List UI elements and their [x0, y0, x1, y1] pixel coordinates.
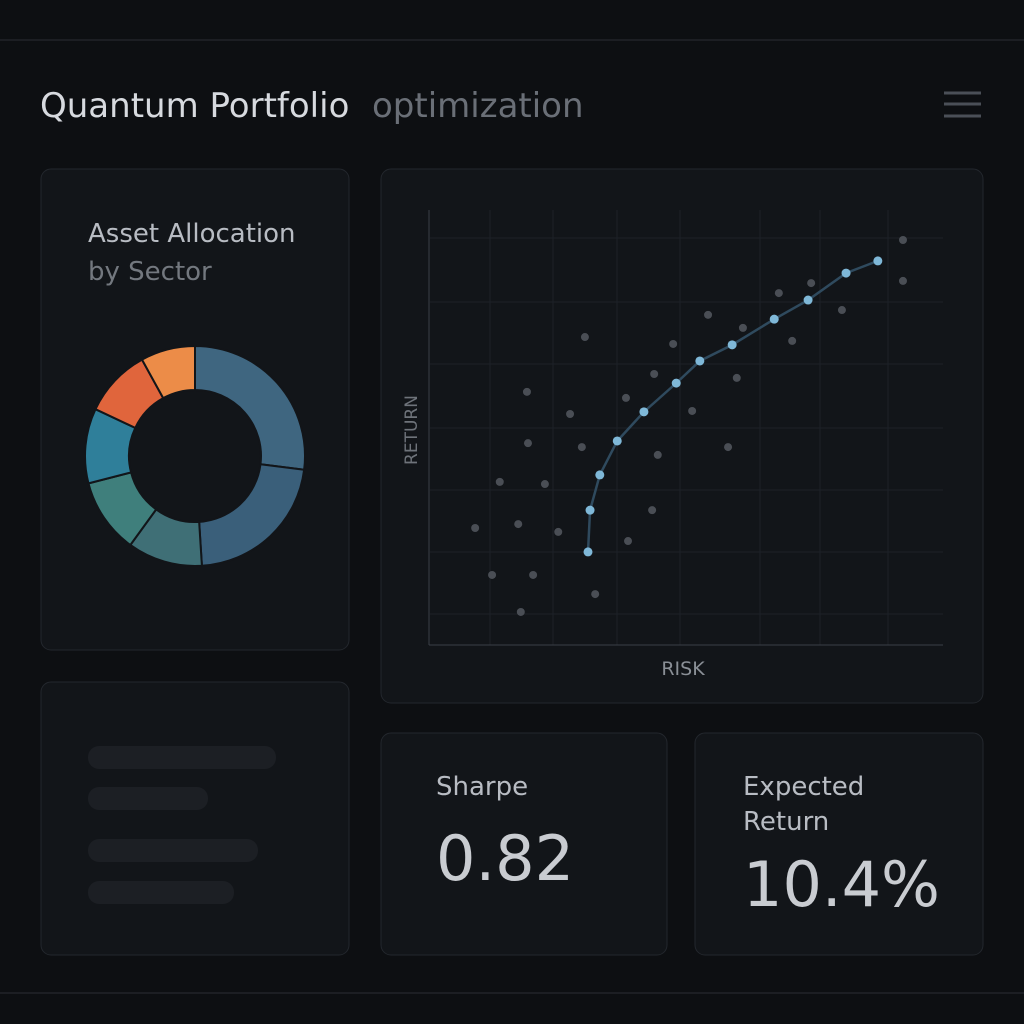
scatter-point: [639, 407, 649, 417]
scatter-point: [580, 333, 589, 342]
skeleton-line: [88, 839, 258, 862]
skeleton-line: [88, 746, 276, 769]
scatter-point: [583, 547, 593, 557]
x-axis-label: RISK: [661, 658, 705, 680]
scatter-point: [688, 406, 697, 415]
scatter-point: [612, 436, 622, 446]
scatter-point: [653, 450, 662, 459]
pie-title: Asset Allocation: [88, 219, 296, 249]
scatter-point: [669, 339, 678, 348]
scatter-point: [471, 523, 480, 532]
scatter-point: [495, 477, 504, 486]
y-axis-label: RETURN: [402, 395, 422, 465]
grid: [430, 210, 943, 645]
scatter-point: [621, 393, 630, 402]
menu-button[interactable]: [944, 91, 981, 118]
scatter-point: [488, 570, 497, 579]
scatter-point: [774, 289, 783, 298]
scatter-point: [554, 527, 563, 536]
scatter-point: [837, 306, 846, 315]
placeholder-panel: [40, 681, 350, 956]
scatter-point: [695, 356, 705, 366]
kpi-value: 10.4%: [743, 848, 940, 921]
scatter-point: [727, 340, 737, 350]
scatter-point: [807, 279, 816, 288]
scatter-point: [514, 520, 523, 529]
scatter-point: [595, 470, 605, 480]
scatter-point: [540, 480, 549, 489]
pie-slice: [194, 344, 306, 471]
page-title: Quantum Portfolio: [40, 86, 349, 126]
scatter-point: [769, 314, 779, 324]
pie-subtitle: by Sector: [88, 257, 212, 287]
frontier-line: [586, 259, 879, 552]
scatter-point: [841, 268, 851, 278]
scatter-point: [724, 443, 733, 452]
scatter-point: [566, 410, 575, 419]
scatter-point: [585, 505, 595, 515]
skeleton-line: [88, 787, 208, 810]
kpi-value: 0.82: [436, 822, 575, 895]
scatter-point: [788, 336, 797, 345]
return-panel: [694, 732, 984, 956]
scatter-point: [704, 310, 713, 319]
scatter-point: [523, 439, 532, 448]
scatter-point: [732, 373, 741, 382]
scatter-point: [516, 607, 525, 616]
kpi-label: Expected Return: [743, 772, 865, 837]
scatter-point: [650, 369, 659, 378]
scatter-point: [671, 378, 681, 388]
skeleton-line: [88, 881, 234, 904]
scatter-point: [803, 295, 813, 305]
scatter-point: [591, 590, 600, 599]
sharpe-panel: [380, 732, 668, 956]
frontier-panel: [380, 168, 984, 704]
scatter-point: [529, 570, 538, 579]
scatter-point: [738, 323, 747, 332]
page-subtitle: optimization: [372, 86, 584, 126]
scatter-point: [522, 387, 531, 396]
scatter-point: [577, 443, 586, 452]
pie-slice: [140, 344, 196, 400]
scatter-point: [624, 537, 633, 546]
kpi-label: Sharpe: [436, 772, 529, 802]
scatter-point: [898, 276, 907, 285]
scatter-point: [648, 506, 657, 515]
scatter-point: [873, 256, 883, 266]
scatter-point: [898, 236, 907, 245]
